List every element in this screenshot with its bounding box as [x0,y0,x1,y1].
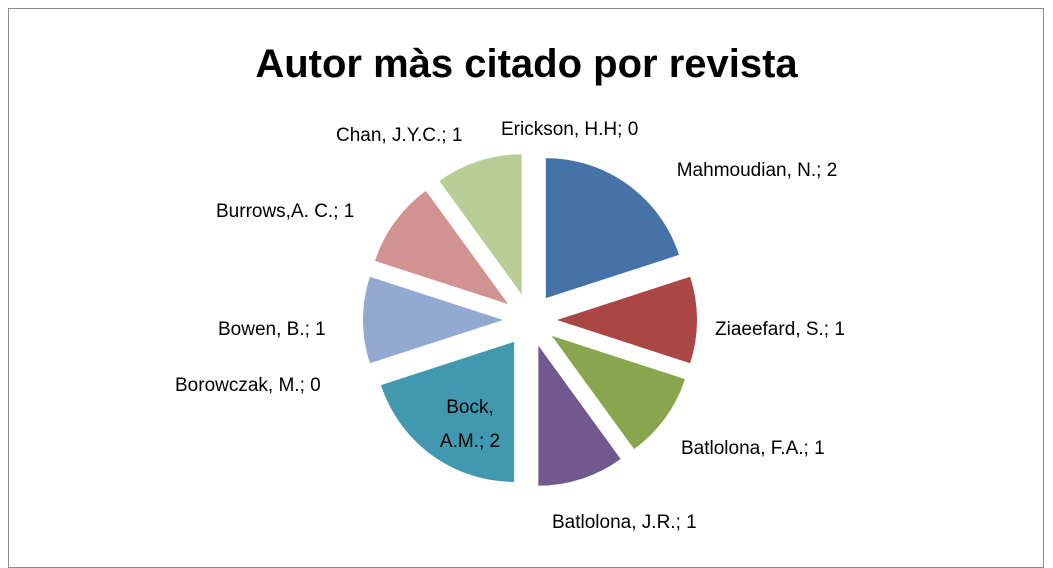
data-label: Mahmoudian, N.; 2 [676,160,838,181]
pie-slice [557,276,697,364]
data-label: Chan, J.Y.C.; 1 [336,125,463,146]
data-label: Borowczak, M.; 0 [175,375,321,396]
pie-slice [380,341,515,482]
data-label: Bowen, B.; 1 [218,319,326,340]
pie-slice [545,158,680,299]
data-label: Burrows,A. C.; 1 [216,201,355,222]
data-label: Ziaeefard, S.; 1 [715,319,845,340]
pie-slice [375,190,509,305]
pie [362,154,697,486]
pie-slice [362,276,503,364]
pie-slice [551,335,685,450]
data-label: Batlolona, F.A.; 1 [681,438,825,459]
data-label: Bock, A.M.; 2 [439,397,501,452]
chart: Autor màs citado por revista Mahmoudian,… [8,8,1044,568]
pie-slice [538,345,621,486]
pie-slice [439,154,522,295]
data-label: Batlolona, J.R.; 1 [552,512,697,533]
chart-title: Autor màs citado por revista [255,42,798,86]
data-label: Erickson, H.H; 0 [501,119,639,140]
